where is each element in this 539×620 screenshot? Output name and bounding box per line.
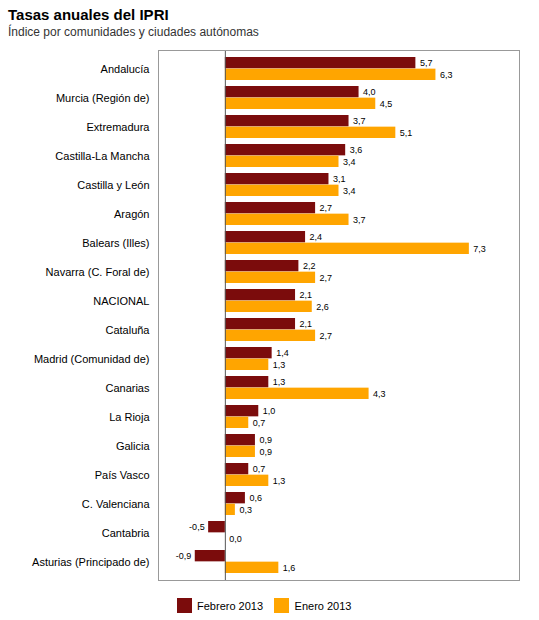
svg-text:NACIONAL: NACIONAL [93, 295, 149, 307]
svg-text:3,4: 3,4 [343, 157, 356, 167]
svg-text:2,4: 2,4 [310, 232, 323, 242]
svg-text:La Rioja: La Rioja [109, 411, 150, 423]
svg-text:Balears (Illes): Balears (Illes) [82, 237, 149, 249]
svg-text:3,7: 3,7 [353, 215, 366, 225]
svg-text:Madrid (Comunidad de): Madrid (Comunidad de) [34, 353, 150, 365]
svg-text:Cataluña: Cataluña [105, 324, 150, 336]
svg-text:Navarra (C. Foral de): Navarra (C. Foral de) [46, 266, 150, 278]
svg-text:0,9: 0,9 [259, 447, 272, 457]
svg-text:2,1: 2,1 [300, 319, 313, 329]
svg-text:Andalucía: Andalucía [101, 63, 151, 75]
svg-text:1,4: 1,4 [276, 348, 289, 358]
svg-text:Extremadura: Extremadura [87, 121, 151, 133]
html-text:Febrero 2013: Febrero 2013 [197, 599, 264, 612]
svg-text:6,3: 6,3 [440, 70, 453, 80]
svg-text:Castilla-La Mancha: Castilla-La Mancha [55, 150, 150, 162]
svg-text:2,7: 2,7 [320, 331, 333, 341]
svg-text:Aragón: Aragón [114, 208, 149, 220]
svg-text:0,7: 0,7 [253, 464, 266, 474]
svg-text:3,7: 3,7 [353, 116, 366, 126]
svg-text:Cantabria: Cantabria [102, 527, 151, 539]
svg-text:-0,5: -0,5 [189, 522, 205, 532]
svg-text:Galicia: Galicia [116, 440, 151, 452]
svg-text:0,7: 0,7 [253, 418, 266, 428]
svg-text:2,7: 2,7 [320, 203, 333, 213]
svg-text:5,1: 5,1 [400, 128, 413, 138]
svg-text:1,0: 1,0 [263, 406, 276, 416]
svg-text:0,0: 0,0 [229, 534, 242, 544]
svg-text:5,7: 5,7 [420, 58, 433, 68]
svg-text:Murcia (Región de): Murcia (Región de) [56, 92, 150, 104]
svg-text:0,3: 0,3 [239, 505, 252, 515]
svg-text:2,1: 2,1 [300, 290, 313, 300]
svg-text:4,0: 4,0 [363, 87, 376, 97]
svg-text:1,6: 1,6 [283, 563, 296, 573]
svg-text:2,2: 2,2 [303, 261, 316, 271]
svg-text:0,9: 0,9 [259, 435, 272, 445]
html-text:Enero 2013: Enero 2013 [294, 599, 352, 612]
svg-text:3,1: 3,1 [333, 174, 346, 184]
svg-text:2,6: 2,6 [316, 302, 329, 312]
svg-text:1,3: 1,3 [273, 476, 286, 486]
svg-text:0,6: 0,6 [249, 493, 262, 503]
svg-text:7,3: 7,3 [473, 244, 486, 254]
svg-text:4,3: 4,3 [373, 389, 386, 399]
svg-text:País Vasco: País Vasco [95, 469, 150, 481]
svg-text:4,5: 4,5 [380, 99, 393, 109]
html-text:Tasas anuales del IPRI: Tasas anuales del IPRI [8, 6, 169, 23]
svg-text:1,3: 1,3 [273, 377, 286, 387]
svg-text:Asturias (Principado de): Asturias (Principado de) [32, 556, 149, 568]
svg-text:3,4: 3,4 [343, 186, 356, 196]
svg-text:2,7: 2,7 [320, 273, 333, 283]
svg-text:Canarias: Canarias [105, 382, 150, 394]
svg-text:-0,9: -0,9 [176, 551, 192, 561]
svg-text:C. Valenciana: C. Valenciana [82, 498, 151, 510]
svg-text:Castilla y León: Castilla y León [77, 179, 149, 191]
html-text:Índice por comunidades y ciuda: Índice por comunidades y ciudades autóno… [8, 25, 259, 39]
svg-text:3,6: 3,6 [350, 145, 363, 155]
svg-text:1,3: 1,3 [273, 360, 286, 370]
